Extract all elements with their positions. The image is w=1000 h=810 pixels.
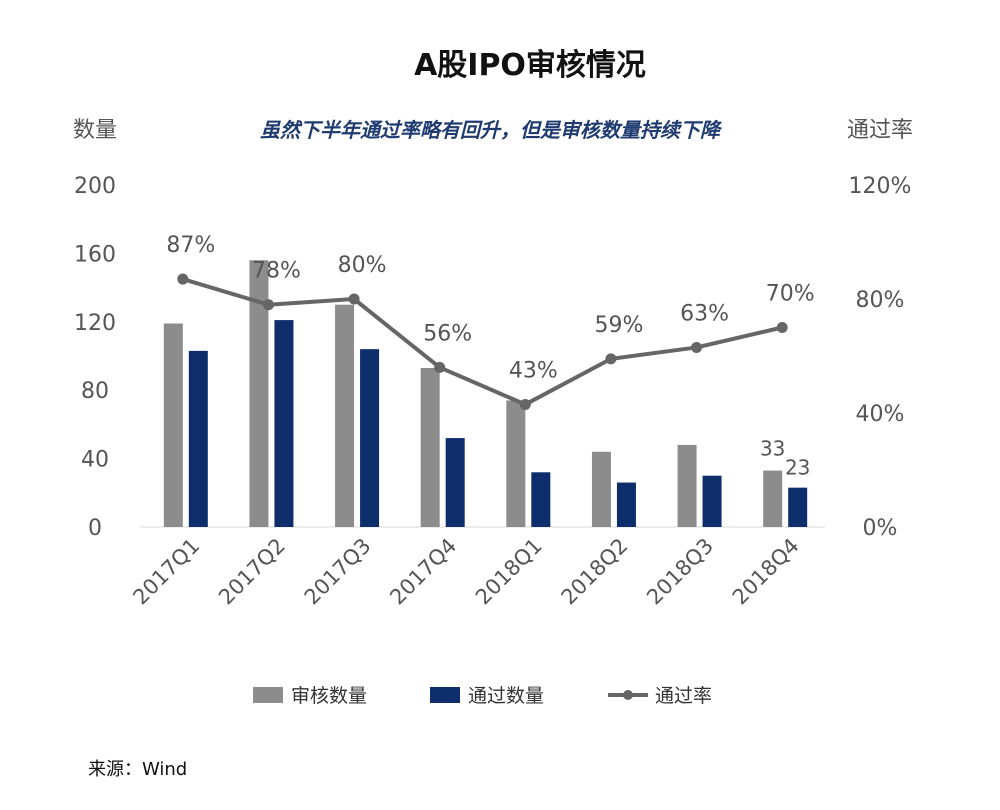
legend-label-通过数量: 通过数量 — [468, 685, 544, 707]
bar-审核数量 — [763, 470, 783, 527]
right-axis-label: 通过率 — [847, 118, 913, 143]
rate-data-label: 63% — [680, 301, 729, 326]
x-tick-label: 2018Q3 — [642, 534, 718, 610]
right-tick-label: 120% — [849, 174, 912, 199]
left-tick-label: 80 — [81, 379, 109, 404]
bar-审核数量 — [591, 451, 611, 527]
legend-swatch-审核数量 — [253, 687, 283, 703]
left-tick-label: 40 — [81, 448, 109, 473]
rate-point — [434, 361, 446, 373]
bar-通过数量 — [188, 350, 208, 527]
left-axis-label: 数量 — [73, 118, 117, 143]
bar-value-label: 33 — [760, 437, 785, 461]
legend: 审核数量 通过数量 通过率 — [253, 685, 712, 707]
rate-point — [691, 341, 703, 353]
rate-data-label: 43% — [509, 358, 558, 383]
left-tick-label: 160 — [74, 242, 116, 267]
legend-label-审核数量: 审核数量 — [291, 685, 367, 707]
rate-line — [182, 277, 783, 407]
rate-point — [776, 322, 788, 333]
bar-通过数量 — [616, 482, 636, 527]
bar-审核数量 — [506, 400, 526, 527]
rate-data-label: 59% — [594, 313, 643, 338]
left-tick-label: 0 — [88, 516, 102, 541]
legend-swatch-通过数量 — [430, 687, 460, 703]
bar-审核数量 — [677, 444, 697, 527]
bar-审核数量 — [335, 304, 355, 527]
rate-data-label: 80% — [338, 253, 387, 278]
rate-point — [262, 299, 274, 311]
right-tick-label: 80% — [856, 288, 905, 313]
x-tick-label: 2018Q4 — [728, 534, 804, 610]
bar-通过数量 — [531, 472, 551, 527]
bar-通过数量 — [445, 438, 465, 527]
x-tick-label: 2018Q1 — [471, 534, 547, 610]
bar-审核数量 — [420, 367, 440, 527]
x-tick-label: 2017Q2 — [214, 534, 290, 610]
bar-通过数量 — [360, 349, 380, 527]
right-axis-ticks: 0% 40% 80% 120% — [849, 174, 912, 541]
bars — [163, 260, 808, 527]
rate-data-label: 70% — [766, 282, 815, 307]
x-tick-label: 2017Q3 — [300, 534, 376, 610]
bar-value-label: 23 — [785, 456, 810, 480]
x-axis-ticks: 2017Q1 2017Q2 2017Q3 2017Q4 2018Q1 2018Q2 2018… — [128, 534, 803, 610]
bar-通过数量 — [788, 487, 808, 527]
rate-data-label: 78% — [252, 259, 301, 284]
chart-title: A股IPO审核情况 — [414, 48, 646, 83]
right-tick-label: 0% — [863, 516, 898, 541]
rate-data-label: 87% — [166, 233, 215, 258]
bar-通过数量 — [702, 475, 722, 527]
x-tick-label: 2017Q1 — [128, 534, 204, 610]
rate-line-layer: 87% 78% 80% 56% 43% 59% 63% 70% — [166, 233, 815, 410]
x-tick-label: 2018Q2 — [557, 534, 633, 610]
rate-point — [177, 273, 189, 285]
left-tick-label: 120 — [74, 311, 116, 336]
rate-point — [605, 353, 617, 365]
right-tick-label: 40% — [856, 402, 905, 427]
chart-subtitle: 虽然下半年通过率略有回升，但是审核数量持续下降 — [260, 118, 723, 142]
rate-point — [519, 398, 531, 410]
x-tick-label: 2017Q4 — [385, 534, 461, 610]
legend-marker-通过率 — [623, 690, 633, 700]
left-tick-label: 200 — [74, 174, 116, 199]
bar-通过数量 — [274, 320, 294, 527]
bar-审核数量 — [249, 260, 269, 527]
rate-point — [348, 293, 360, 305]
left-axis-ticks: 0 40 80 120 160 200 — [74, 174, 116, 541]
source-note: 来源：Wind — [88, 759, 187, 780]
legend-label-通过率: 通过率 — [655, 685, 712, 707]
bar-审核数量 — [163, 323, 183, 527]
rate-data-label: 56% — [423, 321, 472, 346]
